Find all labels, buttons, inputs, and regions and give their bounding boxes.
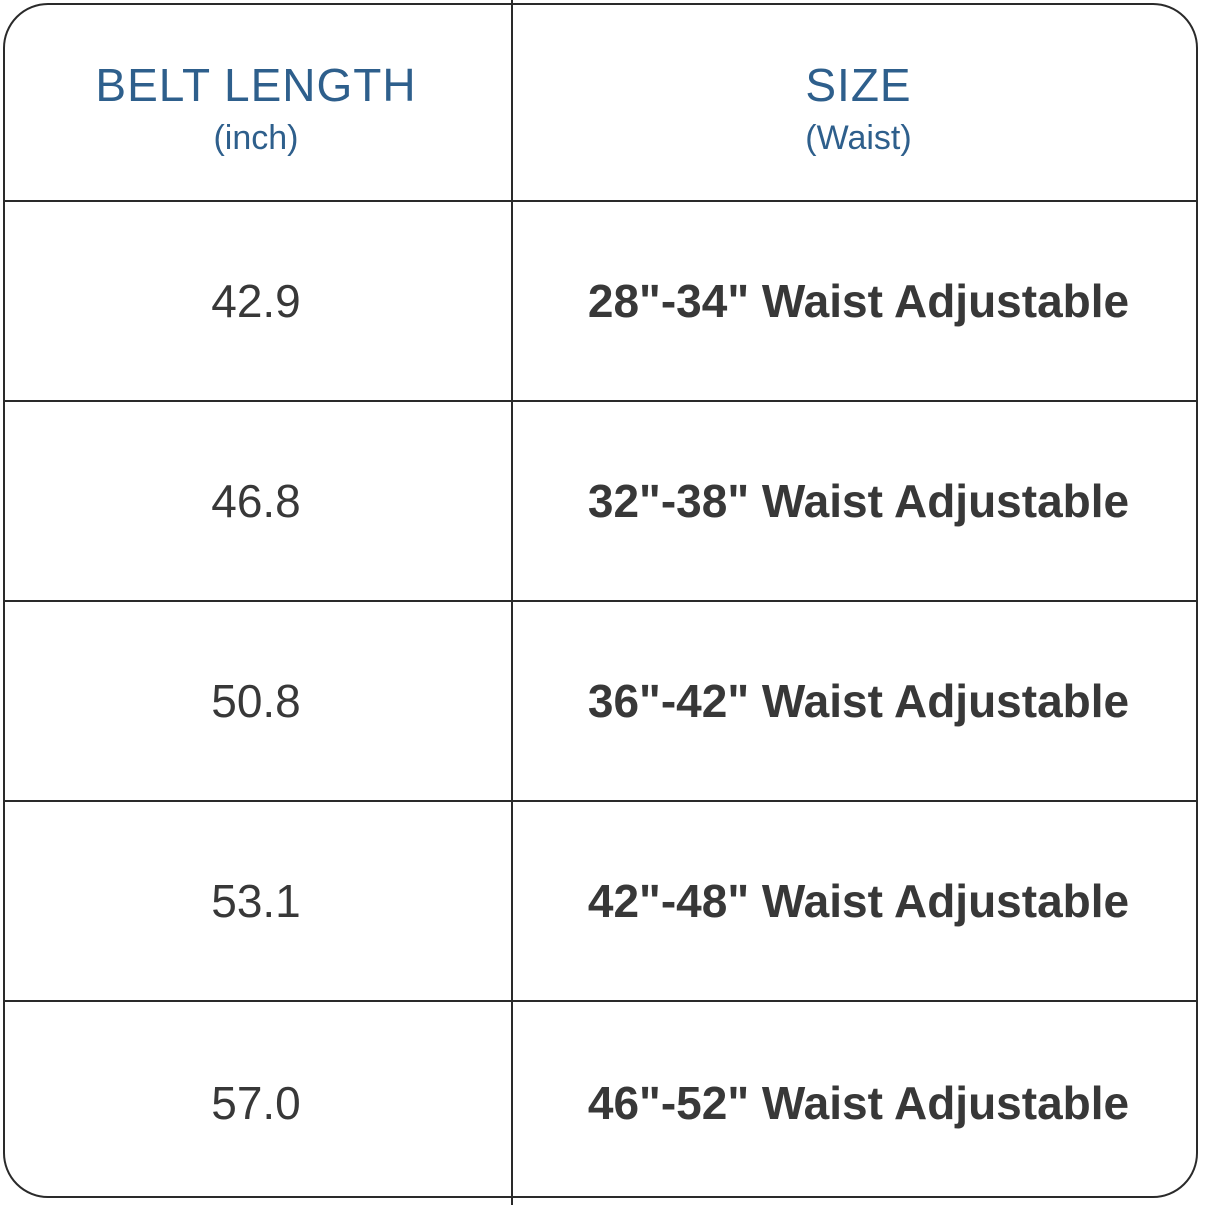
belt-length-value: 46.8	[211, 475, 301, 527]
size-column-unit: (Waist)	[805, 119, 912, 158]
size-value: 32"-38" Waist Adjustable	[587, 475, 1130, 527]
size-value: 36"-42" Waist Adjustable	[587, 675, 1130, 727]
belt-length-value: 53.1	[211, 875, 301, 927]
row-divider	[3, 600, 1198, 602]
belt-length-value: 42.9	[211, 275, 301, 327]
size-value: 28"-34" Waist Adjustable	[587, 275, 1130, 327]
row-divider	[3, 1000, 1198, 1002]
row-divider	[3, 200, 1198, 202]
belt-length-column-unit: (inch)	[213, 119, 299, 158]
row-divider	[3, 800, 1198, 802]
header-belt-length: BELT LENGTH (inch)	[0, 0, 512, 201]
size-value: 46"-52" Waist Adjustable	[587, 1077, 1130, 1129]
belt-length-value: 57.0	[211, 1077, 301, 1129]
size-value: 42"-48" Waist Adjustable	[587, 875, 1130, 927]
header-size: SIZE (Waist)	[512, 0, 1205, 201]
belt-length-value: 50.8	[211, 675, 301, 727]
column-divider	[511, 0, 513, 1205]
row-divider	[3, 400, 1198, 402]
belt-length-column-title: BELT LENGTH	[95, 58, 417, 111]
size-column-title: SIZE	[805, 58, 912, 111]
